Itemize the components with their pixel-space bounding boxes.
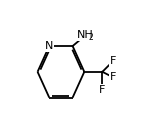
Text: 2: 2 [89,33,94,42]
Text: F: F [99,85,106,95]
Text: N: N [45,41,53,51]
Text: NH: NH [77,30,94,40]
Text: F: F [110,72,116,82]
Text: F: F [110,56,116,66]
